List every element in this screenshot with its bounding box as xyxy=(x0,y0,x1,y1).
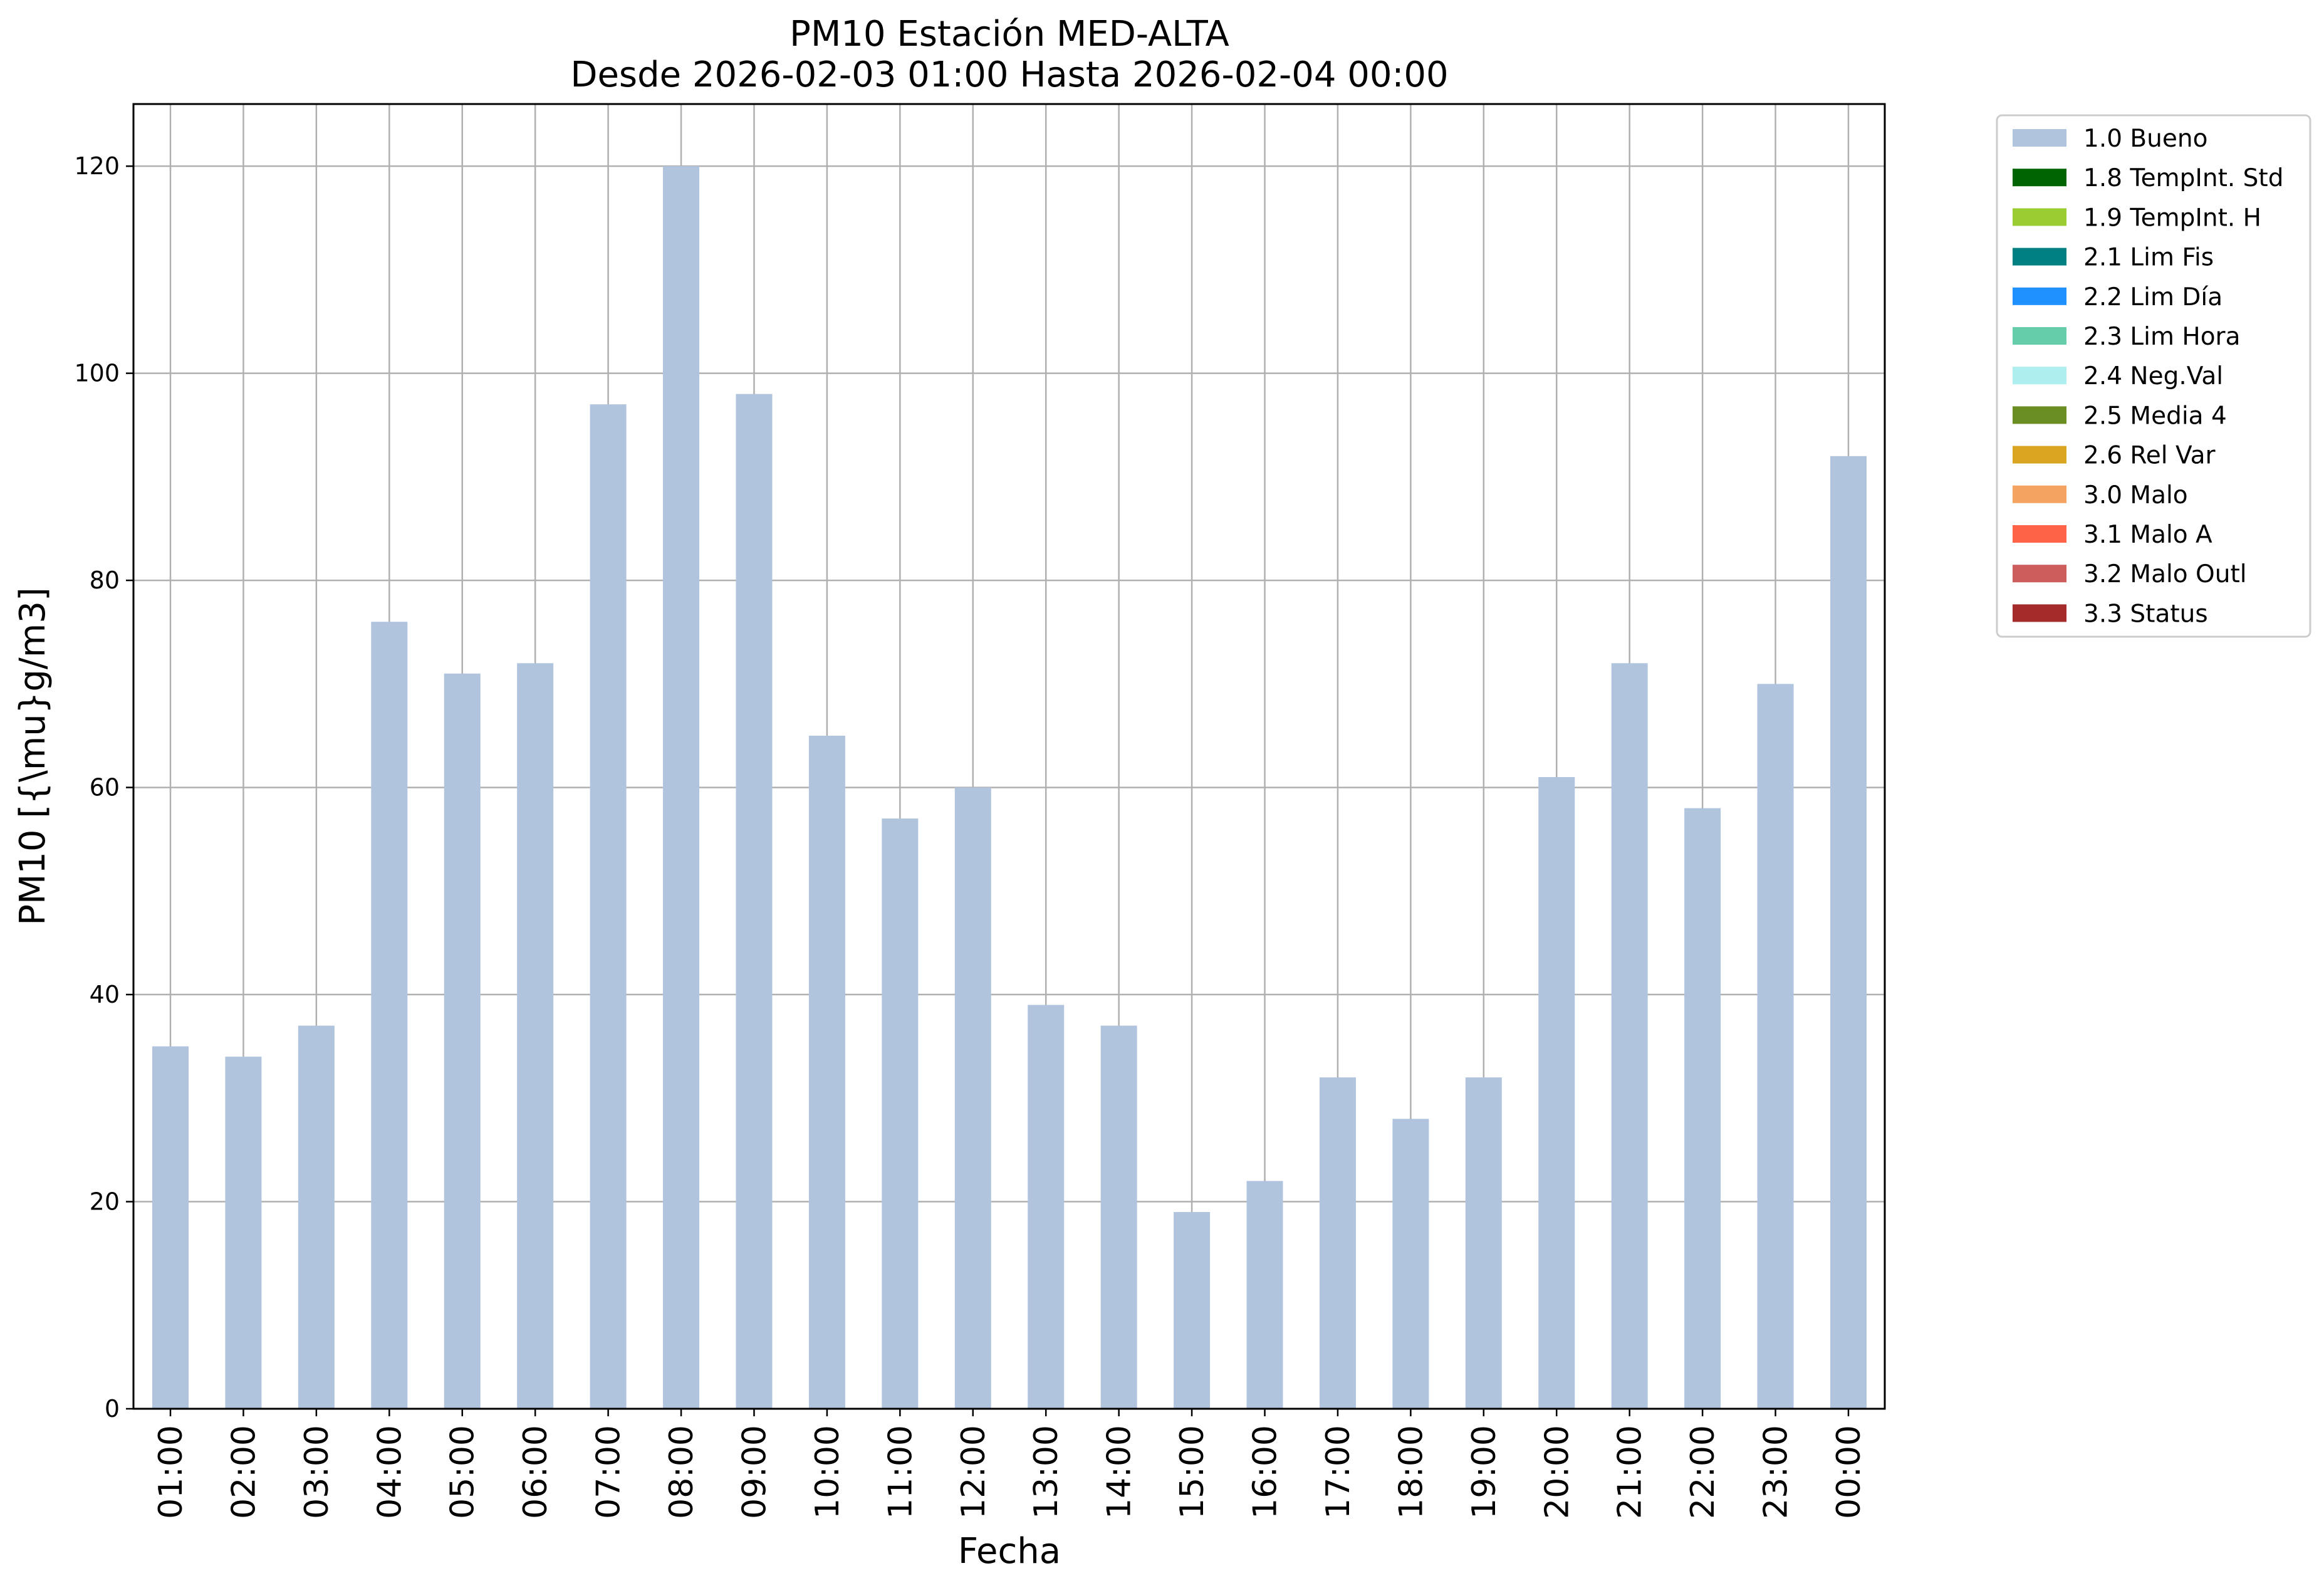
y-tick-label: 120 xyxy=(74,152,120,180)
bar-0400 xyxy=(371,622,408,1409)
y-tick-label: 20 xyxy=(90,1188,120,1216)
x-axis-title: Fecha xyxy=(958,1531,1061,1572)
x-tick-label: 20:00 xyxy=(1538,1425,1576,1519)
legend-label: 1.8 TempInt. Std xyxy=(2083,164,2283,192)
legend-frame xyxy=(1996,114,2311,638)
bar-1600 xyxy=(1246,1181,1283,1409)
bar-0600 xyxy=(517,663,554,1409)
x-tick-label: 01:00 xyxy=(152,1425,190,1519)
plot-area-frame xyxy=(132,103,1886,1410)
bar-1800 xyxy=(1392,1119,1429,1409)
y-axis-ticks: 0 20 40 60 80 100 120 xyxy=(74,152,133,1423)
x-tick-label: 21:00 xyxy=(1612,1425,1649,1519)
y-tick-label: 100 xyxy=(74,360,120,387)
bar-0300 xyxy=(298,1025,335,1409)
bar-0200 xyxy=(225,1057,262,1409)
bar-1000 xyxy=(808,735,845,1409)
bar-2100 xyxy=(1611,663,1648,1409)
legend-swatch xyxy=(2013,327,2066,345)
legend-label: 1.0 Bueno xyxy=(2083,125,2207,153)
x-tick-label: 04:00 xyxy=(371,1425,409,1519)
x-tick-label: 02:00 xyxy=(225,1425,263,1519)
legend-swatch xyxy=(2013,604,2066,622)
x-tick-label: 13:00 xyxy=(1028,1425,1065,1519)
y-tick-label: 40 xyxy=(90,981,120,1008)
x-tick-label: 22:00 xyxy=(1684,1425,1722,1519)
x-tick-label: 16:00 xyxy=(1247,1425,1284,1519)
chart-title: PM10 Estación MED-ALTA xyxy=(789,14,1229,55)
legend-label: 1.9 TempInt. H xyxy=(2083,204,2261,232)
legend-swatch xyxy=(2013,565,2066,583)
legend-label: 2.3 Lim Hora xyxy=(2083,323,2241,351)
bar-2200 xyxy=(1684,808,1721,1409)
x-tick-label: 17:00 xyxy=(1320,1425,1357,1519)
legend-label: 3.3 Status xyxy=(2083,600,2208,628)
x-tick-label: 10:00 xyxy=(809,1425,847,1519)
legend: 1.0 Bueno 1.8 TempInt. Std 1.9 TempInt. H 2… xyxy=(1996,114,2311,638)
x-tick-label: 09:00 xyxy=(736,1425,773,1519)
bar-0000 xyxy=(1830,456,1867,1409)
x-tick-label: 00:00 xyxy=(1830,1425,1868,1519)
x-tick-label: 23:00 xyxy=(1758,1425,1795,1519)
bar-1700 xyxy=(1319,1077,1356,1409)
legend-label: 2.4 Neg.Val xyxy=(2083,362,2223,390)
x-tick-label: 05:00 xyxy=(444,1425,482,1519)
legend-label: 2.2 Lim Día xyxy=(2083,283,2222,311)
legend-swatch xyxy=(2013,208,2066,226)
x-tick-label: 19:00 xyxy=(1466,1425,1503,1519)
legend-swatch xyxy=(2013,525,2066,543)
y-tick-label: 80 xyxy=(90,567,120,594)
legend-swatch xyxy=(2013,287,2066,305)
legend-swatch xyxy=(2013,169,2066,187)
legend-swatch xyxy=(2013,406,2066,424)
y-tick-label: 0 xyxy=(105,1395,120,1423)
bar-1200 xyxy=(954,787,991,1409)
bar-0700 xyxy=(590,404,627,1409)
x-tick-label: 06:00 xyxy=(517,1425,555,1519)
x-tick-label: 03:00 xyxy=(298,1425,336,1519)
legend-swatch xyxy=(2013,446,2066,464)
legend-label: 2.1 Lim Fis xyxy=(2083,244,2214,272)
legend-label: 2.6 Rel Var xyxy=(2083,442,2216,470)
x-tick-label: 14:00 xyxy=(1101,1425,1139,1519)
x-tick-label: 12:00 xyxy=(955,1425,993,1519)
chart-subtitle: Desde 2026-02-03 01:00 Hasta 2026-02-04 … xyxy=(570,55,1448,95)
x-tick-label: 08:00 xyxy=(663,1425,701,1519)
bar-1400 xyxy=(1100,1025,1137,1409)
bars xyxy=(152,166,1867,1409)
legend-swatch xyxy=(2013,129,2066,147)
legend-label: 3.2 Malo Outl xyxy=(2083,560,2247,588)
legend-label: 3.0 Malo xyxy=(2083,481,2188,509)
bar-2000 xyxy=(1538,777,1575,1409)
bar-1500 xyxy=(1174,1212,1211,1409)
bar-2300 xyxy=(1757,684,1794,1409)
x-tick-label: 07:00 xyxy=(590,1425,628,1519)
bar-0500 xyxy=(444,673,481,1409)
x-tick-label: 15:00 xyxy=(1174,1425,1211,1519)
legend-swatch xyxy=(2013,485,2066,503)
bar-0800 xyxy=(663,166,700,1409)
y-tick-label: 60 xyxy=(90,774,120,802)
legend-swatch xyxy=(2013,248,2066,266)
bar-0100 xyxy=(152,1046,189,1409)
bar-0900 xyxy=(736,394,773,1409)
y-axis-title: PM10 [{\mu}g/m3] xyxy=(13,587,53,926)
x-tick-label: 18:00 xyxy=(1392,1425,1430,1519)
legend-label: 2.5 Media 4 xyxy=(2083,402,2227,430)
bar-1900 xyxy=(1465,1077,1502,1409)
bar-1100 xyxy=(882,818,919,1409)
x-tick-label: 11:00 xyxy=(882,1425,919,1519)
bar-1300 xyxy=(1028,1005,1065,1409)
legend-swatch xyxy=(2013,367,2066,385)
x-axis-ticks: 01:00 02:00 03:00 04:00 05:00 06:00 07:00 08:00… xyxy=(152,1409,1868,1519)
legend-label: 3.1 Malo A xyxy=(2083,521,2212,549)
